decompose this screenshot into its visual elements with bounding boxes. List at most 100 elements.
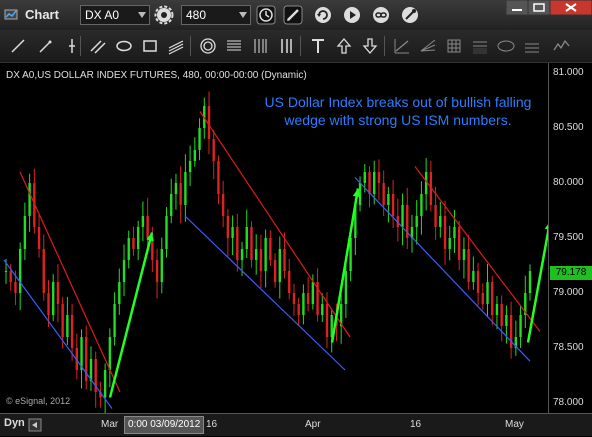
breakout-arrow (526, 224, 548, 343)
time-axis[interactable]: Dyn Mar 16 Apr 16 May 0:00 03/09/2012 (0, 413, 592, 436)
gann-tool-icon[interactable] (276, 36, 296, 56)
toolbar-divider (190, 36, 191, 56)
time-zones-tool-icon[interactable] (250, 36, 270, 56)
chart-annotation: US Dollar Index breaks out of bullish fa… (264, 94, 532, 128)
gear-icon[interactable] (154, 5, 174, 25)
candle-body (524, 293, 527, 315)
candle-body (514, 337, 518, 348)
wedge-lower-line (184, 215, 346, 371)
grid-tool-icon[interactable] (444, 36, 464, 56)
vertical-line-tool-icon[interactable] (62, 36, 82, 56)
candle-body (226, 216, 230, 238)
candle-body (108, 337, 112, 370)
price-chart[interactable]: DX A0,US DOLLAR INDEX FUTURES, 480, 00:0… (0, 63, 548, 413)
candle-body (66, 315, 69, 337)
fibonacci-tool-icon[interactable] (224, 36, 244, 56)
symbol-input[interactable]: DX A0 (80, 5, 150, 25)
candle-body (415, 216, 418, 227)
candle-body (212, 139, 215, 161)
time-label-16-mar: 16 (206, 419, 218, 430)
copyright-text: © eSignal, 2012 (6, 396, 71, 406)
symbol-dropdown-icon[interactable] (138, 12, 146, 18)
candle-body (396, 216, 400, 227)
candle-body (297, 304, 300, 315)
candle-body (344, 271, 348, 304)
text-tool-icon[interactable] (308, 36, 328, 56)
candle-body (387, 194, 390, 205)
candle-body (118, 282, 121, 304)
candle-body (519, 315, 522, 337)
time-label-may: May (505, 419, 524, 430)
cycle-tool-icon[interactable] (198, 36, 218, 56)
andrews-pitchfork-tool-icon[interactable] (418, 36, 438, 56)
candle-body (439, 216, 442, 227)
arrow-up-tool-icon[interactable] (334, 36, 354, 56)
arrow-down-tool-icon[interactable] (360, 36, 380, 56)
candle-body (52, 282, 55, 315)
candle-body (141, 216, 145, 227)
clock-icon[interactable] (256, 5, 276, 25)
candle-body (132, 238, 135, 249)
candle-body (9, 271, 12, 282)
candle-body (61, 304, 64, 337)
candle-body (23, 216, 27, 249)
breakout-arrows (108, 188, 548, 398)
price-tick-label: 78.500 (553, 342, 584, 353)
candle-body (269, 238, 272, 260)
candle-body (476, 271, 480, 293)
candle-body (495, 304, 499, 315)
candle-body (240, 249, 244, 260)
candle-body (33, 183, 36, 227)
time-label-16-apr: 16 (410, 419, 422, 430)
candle-body (188, 161, 192, 172)
ray-tool-icon[interactable] (36, 36, 56, 56)
price-tick-label: 80.000 (553, 177, 584, 188)
last-price-badge: 79.178 (550, 266, 592, 281)
candle-body (467, 249, 470, 282)
candle-body (94, 359, 97, 392)
channel-tool-icon[interactable] (166, 36, 186, 56)
candle-body (311, 282, 315, 304)
link-icon[interactable] (371, 5, 391, 25)
mob-tool-icon[interactable] (470, 36, 490, 56)
time-label-mar: Mar (101, 419, 119, 430)
wedge-upper-line (199, 111, 351, 338)
interval-input[interactable]: 480 (181, 5, 251, 25)
pencil-icon[interactable] (283, 5, 303, 25)
play-icon[interactable] (342, 5, 362, 25)
bar-count-tool-icon[interactable] (496, 36, 516, 56)
price-tick-label: 79.000 (553, 287, 584, 298)
price-axis[interactable]: 81.000 80.500 80.000 79.500 79.000 78.500 78.0… (548, 63, 592, 413)
candle-body (264, 238, 267, 271)
price-tick-label: 78.000 (553, 397, 584, 408)
toolbar-divider (80, 36, 81, 56)
wedge-upper-line (414, 166, 541, 332)
candle-body (410, 227, 414, 238)
interval-dropdown-icon[interactable] (239, 12, 247, 18)
candle-body (363, 172, 366, 183)
price-tick-label: 81.000 (553, 67, 584, 78)
window-controls (505, 0, 592, 16)
pti-tool-icon[interactable] (522, 36, 542, 56)
elliott-wave-tool-icon[interactable] (552, 36, 572, 56)
refresh-icon[interactable] (313, 5, 333, 25)
tools-icon[interactable] (400, 5, 420, 25)
dynamic-mode-label[interactable]: Dyn (4, 417, 25, 429)
chart-app-icon (4, 7, 18, 21)
candle-body (491, 282, 494, 315)
rectangle-tool-icon[interactable] (140, 36, 160, 56)
scroll-icon[interactable] (28, 418, 42, 432)
parallel-lines-tool-icon[interactable] (88, 36, 108, 56)
wedge-lower-line (3, 259, 113, 409)
trendline-tool-icon[interactable] (8, 36, 28, 56)
regression-tool-icon[interactable] (392, 36, 412, 56)
candle-body (122, 260, 126, 282)
candle-body (207, 106, 211, 139)
candle-body (321, 304, 324, 315)
wedge-lines (3, 111, 541, 409)
candle-body (373, 172, 376, 194)
window-title: Chart (25, 7, 59, 22)
candle-body (89, 359, 93, 381)
ellipse-tool-icon[interactable] (114, 36, 134, 56)
candle-body (56, 282, 60, 304)
